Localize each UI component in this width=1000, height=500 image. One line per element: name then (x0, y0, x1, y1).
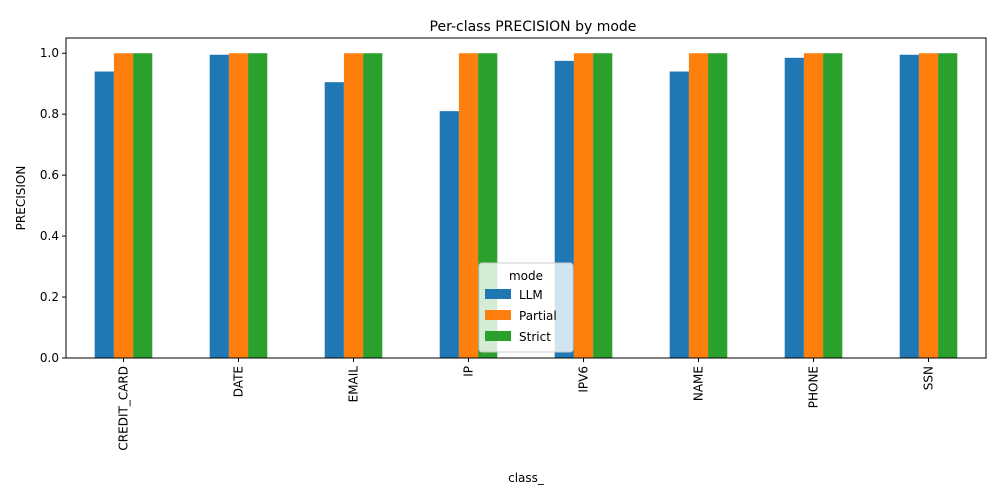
legend-swatch-strict (485, 331, 511, 341)
y-tick-label: 0.2 (40, 290, 59, 304)
bar-strict-name (708, 53, 728, 358)
x-tick-label-credit_card: CREDIT_CARD (117, 366, 131, 451)
x-tick-label-email: EMAIL (347, 366, 361, 403)
y-tick-label: 0.6 (40, 168, 59, 182)
chart-title: Per-class PRECISION by mode (430, 19, 637, 35)
bar-partial-ipv6 (573, 53, 594, 358)
bar-llm-date (209, 54, 229, 359)
x-tick-label-ip: IP (462, 366, 476, 377)
x-tick-label-ipv6: IPV6 (577, 366, 591, 393)
y-tick-label: 0.8 (40, 107, 59, 121)
bar-llm-phone (784, 57, 804, 359)
bar-partial-credit_card (113, 53, 134, 358)
bar-partial-ssn (918, 53, 939, 358)
x-axis-ticks: CREDIT_CARD DATE EMAIL IP IPV6 NAME PHONE SSN (117, 358, 936, 451)
bar-llm-name (669, 71, 689, 359)
y-tick-label: 1.0 (40, 46, 59, 60)
legend-label-strict: Strict (519, 330, 551, 344)
legend-title: mode (509, 269, 543, 283)
bar-partial-ip (458, 53, 479, 358)
bar-strict-ssn (938, 53, 958, 358)
bar-partial-name (688, 53, 709, 358)
x-axis-label: class_ (508, 471, 545, 485)
bar-strict-phone (823, 53, 843, 358)
bar-partial-phone (803, 53, 824, 358)
bar-llm-credit_card (94, 71, 114, 359)
plot-frame (65, 37, 987, 359)
bar-strict-email (363, 53, 383, 358)
bar-partial-date (228, 53, 249, 358)
x-tick-label-ssn: SSN (922, 366, 936, 390)
legend-box (478, 262, 574, 353)
bar-strict-ipv6 (593, 53, 613, 358)
y-axis-label: PRECISION (14, 166, 28, 231)
bar-llm-ip (439, 111, 459, 359)
bar-partial-email (343, 53, 364, 358)
y-tick-label: 0.4 (40, 229, 59, 243)
bar-llm-ssn (899, 54, 919, 359)
legend-label-partial: Partial (519, 309, 557, 323)
legend-swatch-llm (485, 289, 511, 299)
bar-strict-credit_card (133, 53, 153, 358)
y-axis-ticks: 0.0 0.2 0.4 0.6 0.8 1.0 (40, 46, 66, 365)
x-tick-label-date: DATE (232, 366, 246, 397)
bar-llm-email (324, 82, 344, 358)
plot-area (94, 53, 958, 359)
x-tick-label-phone: PHONE (807, 366, 821, 408)
y-tick-label: 0.0 (40, 351, 59, 365)
legend-swatch-partial (485, 310, 511, 320)
legend: mode LLM Partial Strict (478, 262, 574, 353)
bar-strict-date (248, 53, 268, 358)
legend-label-llm: LLM (519, 288, 543, 302)
x-tick-label-name: NAME (692, 366, 706, 401)
